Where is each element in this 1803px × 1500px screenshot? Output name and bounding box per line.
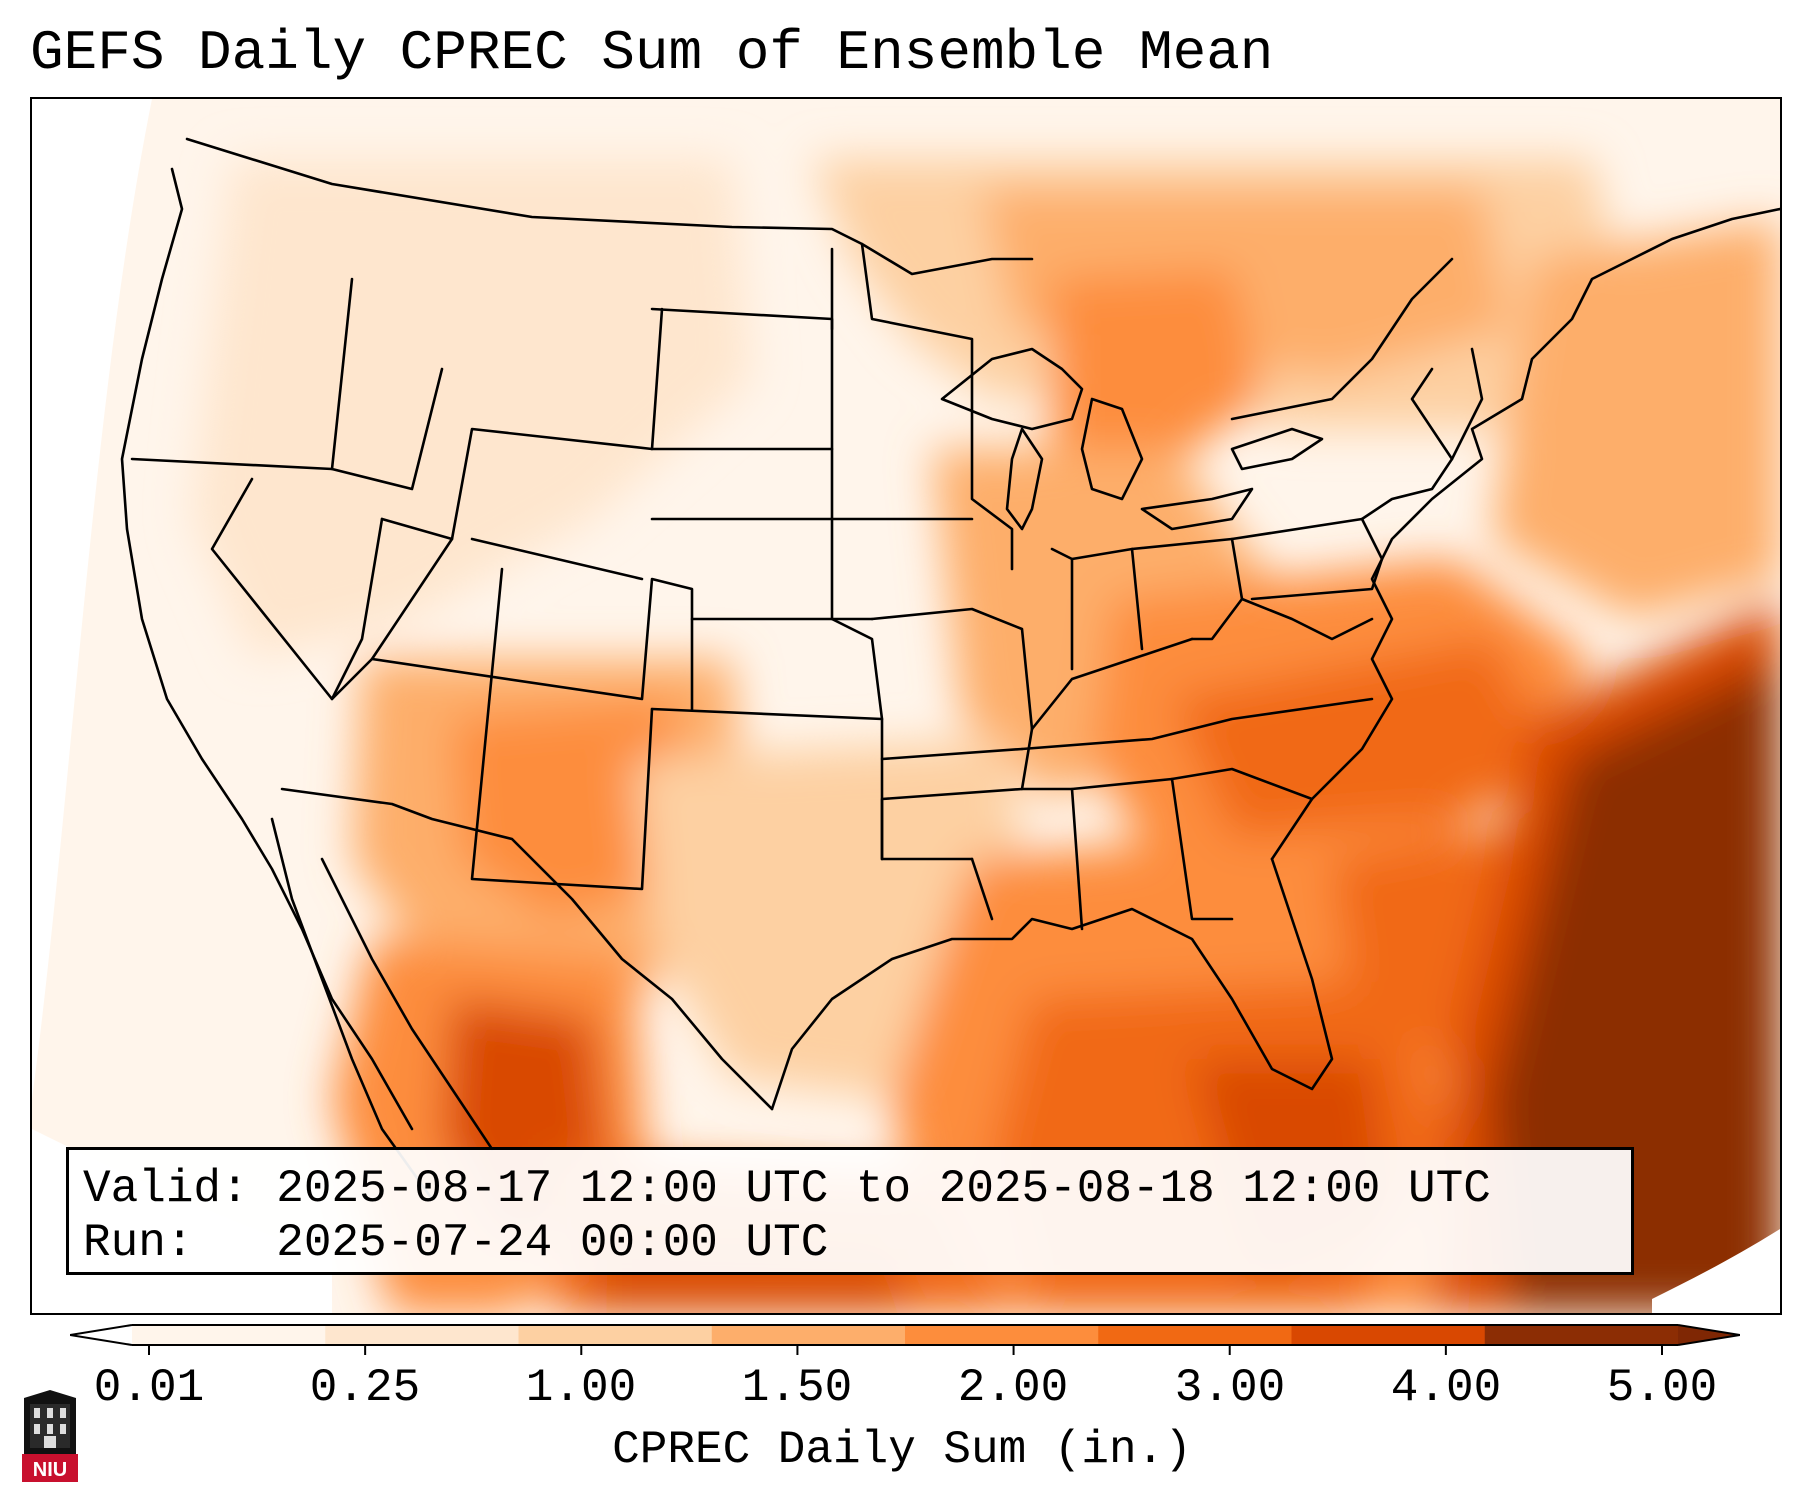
colorbar-cell [132, 1325, 326, 1345]
precipitation-map [30, 97, 1782, 1315]
niu-logo-icon: NIU [22, 1390, 78, 1482]
colorbar-cells [132, 1325, 1679, 1345]
svg-text:NIU: NIU [33, 1459, 67, 1481]
colorbar-ticks [148, 1345, 1663, 1355]
colorbar [70, 1324, 1740, 1355]
colorbar-tick-label: 1.50 [741, 1362, 853, 1414]
colorbar-tick-label: 4.00 [1390, 1362, 1502, 1414]
colorbar-cell [518, 1325, 713, 1345]
colorbar-cell [1098, 1325, 1292, 1345]
map-title: GEFS Daily CPREC Sum of Ensemble Mean [30, 21, 1274, 85]
run-time-text: Run: 2025-07-24 00:00 UTC [83, 1217, 829, 1269]
valid-run-infobox: Valid: 2025-08-17 12:00 UTC to 2025-08-1… [66, 1147, 1634, 1275]
colorbar-cell [1291, 1325, 1486, 1345]
colorbar-cell [1484, 1325, 1679, 1345]
colorbar-tick-label: 0.01 [93, 1362, 205, 1414]
precipitation-field [32, 99, 1780, 1313]
colorbar-label: CPREC Daily Sum (in.) [612, 1424, 1192, 1476]
colorbar-cell [905, 1325, 1099, 1345]
colorbar-tick-label: 5.00 [1606, 1362, 1718, 1414]
boundary-lines [120, 137, 1780, 1201]
valid-time-text: Valid: 2025-08-17 12:00 UTC to 2025-08-1… [83, 1163, 1491, 1215]
colorbar-cell [711, 1325, 906, 1345]
colorbar-under-triangle [70, 1325, 132, 1345]
colorbar-tick-label: 2.00 [957, 1362, 1069, 1414]
colorbar-cell [325, 1325, 519, 1345]
colorbar-tick-label: 0.25 [309, 1362, 421, 1414]
colorbar-tick-label: 3.00 [1174, 1362, 1286, 1414]
colorbar-over-triangle [1678, 1325, 1740, 1345]
colorbar-tick-label: 1.00 [525, 1362, 637, 1414]
